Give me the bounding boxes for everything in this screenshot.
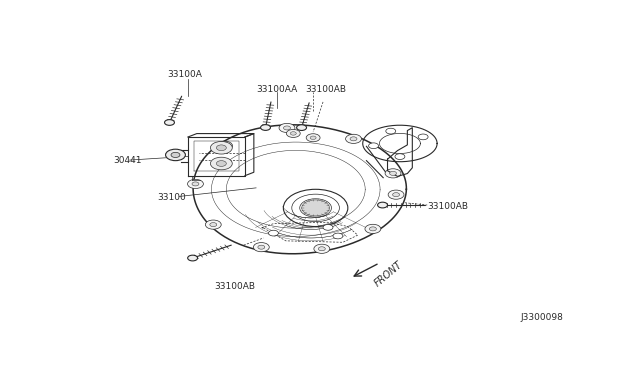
Text: 33100AB: 33100AB	[428, 202, 468, 211]
Circle shape	[284, 126, 291, 130]
Circle shape	[216, 141, 232, 150]
Circle shape	[192, 182, 199, 186]
Circle shape	[221, 144, 228, 148]
Circle shape	[253, 243, 269, 252]
Circle shape	[216, 145, 227, 151]
Circle shape	[210, 222, 217, 227]
Circle shape	[318, 247, 325, 251]
Circle shape	[291, 132, 296, 135]
Circle shape	[395, 154, 405, 160]
Circle shape	[205, 220, 221, 229]
Circle shape	[301, 200, 330, 216]
Circle shape	[188, 179, 204, 189]
Text: 30441: 30441	[114, 156, 142, 165]
Text: 33100AA: 33100AA	[256, 84, 298, 93]
Circle shape	[211, 141, 232, 154]
Circle shape	[258, 245, 265, 249]
Circle shape	[296, 125, 307, 131]
Circle shape	[333, 233, 343, 239]
Circle shape	[171, 153, 180, 157]
Circle shape	[350, 137, 357, 141]
Text: FRONT: FRONT	[372, 259, 404, 288]
Circle shape	[269, 230, 278, 236]
Circle shape	[211, 157, 232, 170]
Circle shape	[388, 190, 404, 199]
Circle shape	[164, 120, 175, 125]
Circle shape	[390, 171, 397, 175]
Circle shape	[286, 129, 300, 137]
Circle shape	[260, 125, 271, 130]
Circle shape	[306, 134, 320, 142]
Circle shape	[310, 136, 316, 140]
Circle shape	[314, 244, 330, 253]
Text: 33100: 33100	[157, 193, 186, 202]
Circle shape	[365, 224, 381, 234]
Circle shape	[323, 225, 333, 230]
Circle shape	[188, 255, 198, 261]
Circle shape	[216, 161, 227, 166]
Text: 33100AB: 33100AB	[214, 282, 255, 291]
Text: 33100A: 33100A	[167, 70, 202, 79]
Text: J3300098: J3300098	[521, 314, 564, 323]
Circle shape	[166, 149, 186, 161]
Circle shape	[369, 143, 378, 148]
Text: 33100AB: 33100AB	[306, 84, 347, 93]
Circle shape	[392, 193, 399, 197]
Circle shape	[385, 169, 401, 178]
Circle shape	[346, 134, 362, 144]
Circle shape	[369, 227, 376, 231]
Circle shape	[378, 202, 388, 208]
Circle shape	[279, 124, 295, 132]
Circle shape	[386, 128, 396, 134]
Circle shape	[418, 134, 428, 140]
